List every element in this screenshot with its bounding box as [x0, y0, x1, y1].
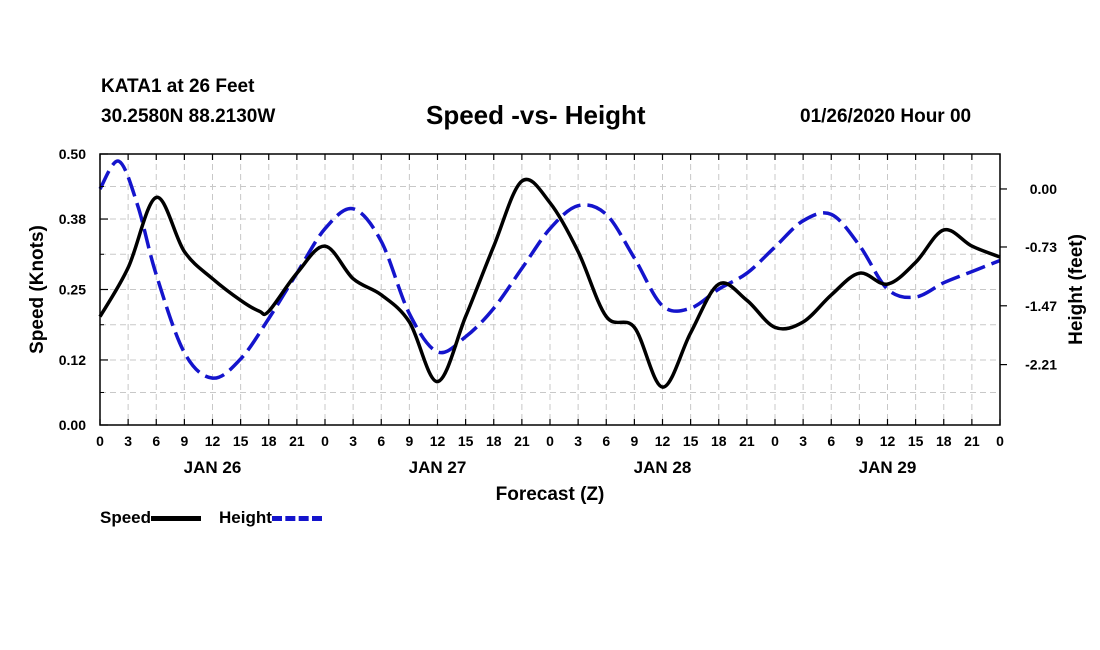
x-tick-label: 21: [514, 433, 530, 449]
right-y-tick-label: -1.47: [1025, 298, 1057, 314]
right-y-tick-label: 0.00: [1030, 181, 1057, 197]
series-layer: [98, 159, 1001, 389]
x-tick-label: 9: [405, 433, 413, 449]
left-y-tick-label: 0.38: [59, 211, 86, 227]
left-y-tick-label: 0.25: [59, 282, 86, 298]
x-tick-label: 12: [880, 433, 896, 449]
x-tick-label: 0: [96, 433, 104, 449]
left-y-tick-label: 0.50: [59, 146, 86, 162]
x-tick-label: 18: [486, 433, 502, 449]
x-tick-label: 9: [855, 433, 863, 449]
left-y-tick-label: 0.00: [59, 417, 86, 433]
x-tick-label: 15: [233, 433, 249, 449]
x-tick-label: 3: [349, 433, 357, 449]
speed-series-line: [98, 177, 1001, 389]
x-tick-label: 15: [908, 433, 924, 449]
x-tick-label: 9: [630, 433, 638, 449]
x-tick-label: 18: [711, 433, 727, 449]
legend-height-swatch: [271, 515, 322, 521]
x-tick-label: 9: [180, 433, 188, 449]
legend-height-label: Height: [219, 508, 272, 527]
right-y-axis-label: Height (feet): [1066, 234, 1087, 345]
station-coordinates: 30.2580N 88.2130W: [101, 106, 276, 127]
x-tick-label: 12: [205, 433, 221, 449]
x-tick-label: 18: [936, 433, 952, 449]
issued-time: 01/26/2020 Hour 00: [800, 106, 972, 127]
x-axis-label: Forecast (Z): [496, 484, 605, 505]
x-tick-label: 0: [771, 433, 779, 449]
day-label: JAN 26: [184, 458, 242, 477]
x-tick-label: 12: [430, 433, 446, 449]
x-tick-label: 6: [152, 433, 160, 449]
right-y-tick-label: -0.73: [1025, 239, 1057, 255]
right-y-tick-label: -2.21: [1025, 357, 1057, 373]
x-tick-label: 12: [655, 433, 671, 449]
x-tick-label: 3: [124, 433, 132, 449]
x-tick-label: 21: [964, 433, 980, 449]
left-y-tick-label: 0.12: [59, 352, 86, 368]
x-tick-label: 21: [739, 433, 755, 449]
x-tick-label: 6: [377, 433, 385, 449]
legend-speed-swatch: [151, 515, 202, 521]
x-tick-label: 6: [602, 433, 610, 449]
station-title: KATA1 at 26 Feet: [101, 76, 255, 97]
x-tick-label: 3: [799, 433, 807, 449]
axes: 0 3 6 9 12 15 18 21 0 3 6 9 12 15 18 21 0 3 6 9 12 15 18 21 0 3 6 9…: [59, 146, 1057, 477]
x-tick-label: 6: [827, 433, 835, 449]
height-series-line: [98, 159, 1001, 380]
day-label: JAN 29: [859, 458, 917, 477]
legend-speed-label: Speed: [100, 508, 152, 527]
grid: [100, 154, 1000, 425]
x-tick-label: 15: [683, 433, 699, 449]
x-tick-label: 3: [574, 433, 582, 449]
day-label: JAN 28: [634, 458, 692, 477]
chart-title: Speed -vs- Height: [426, 100, 646, 130]
x-tick-label: 15: [458, 433, 474, 449]
day-label: JAN 27: [409, 458, 467, 477]
x-tick-label: 21: [289, 433, 305, 449]
x-tick-label: 0: [321, 433, 329, 449]
x-tick-label: 0: [996, 433, 1004, 449]
left-y-axis-label: Speed (Knots): [27, 225, 48, 354]
x-tick-label: 18: [261, 433, 277, 449]
x-tick-label: 0: [546, 433, 554, 449]
legend: Speed Height: [100, 508, 340, 528]
